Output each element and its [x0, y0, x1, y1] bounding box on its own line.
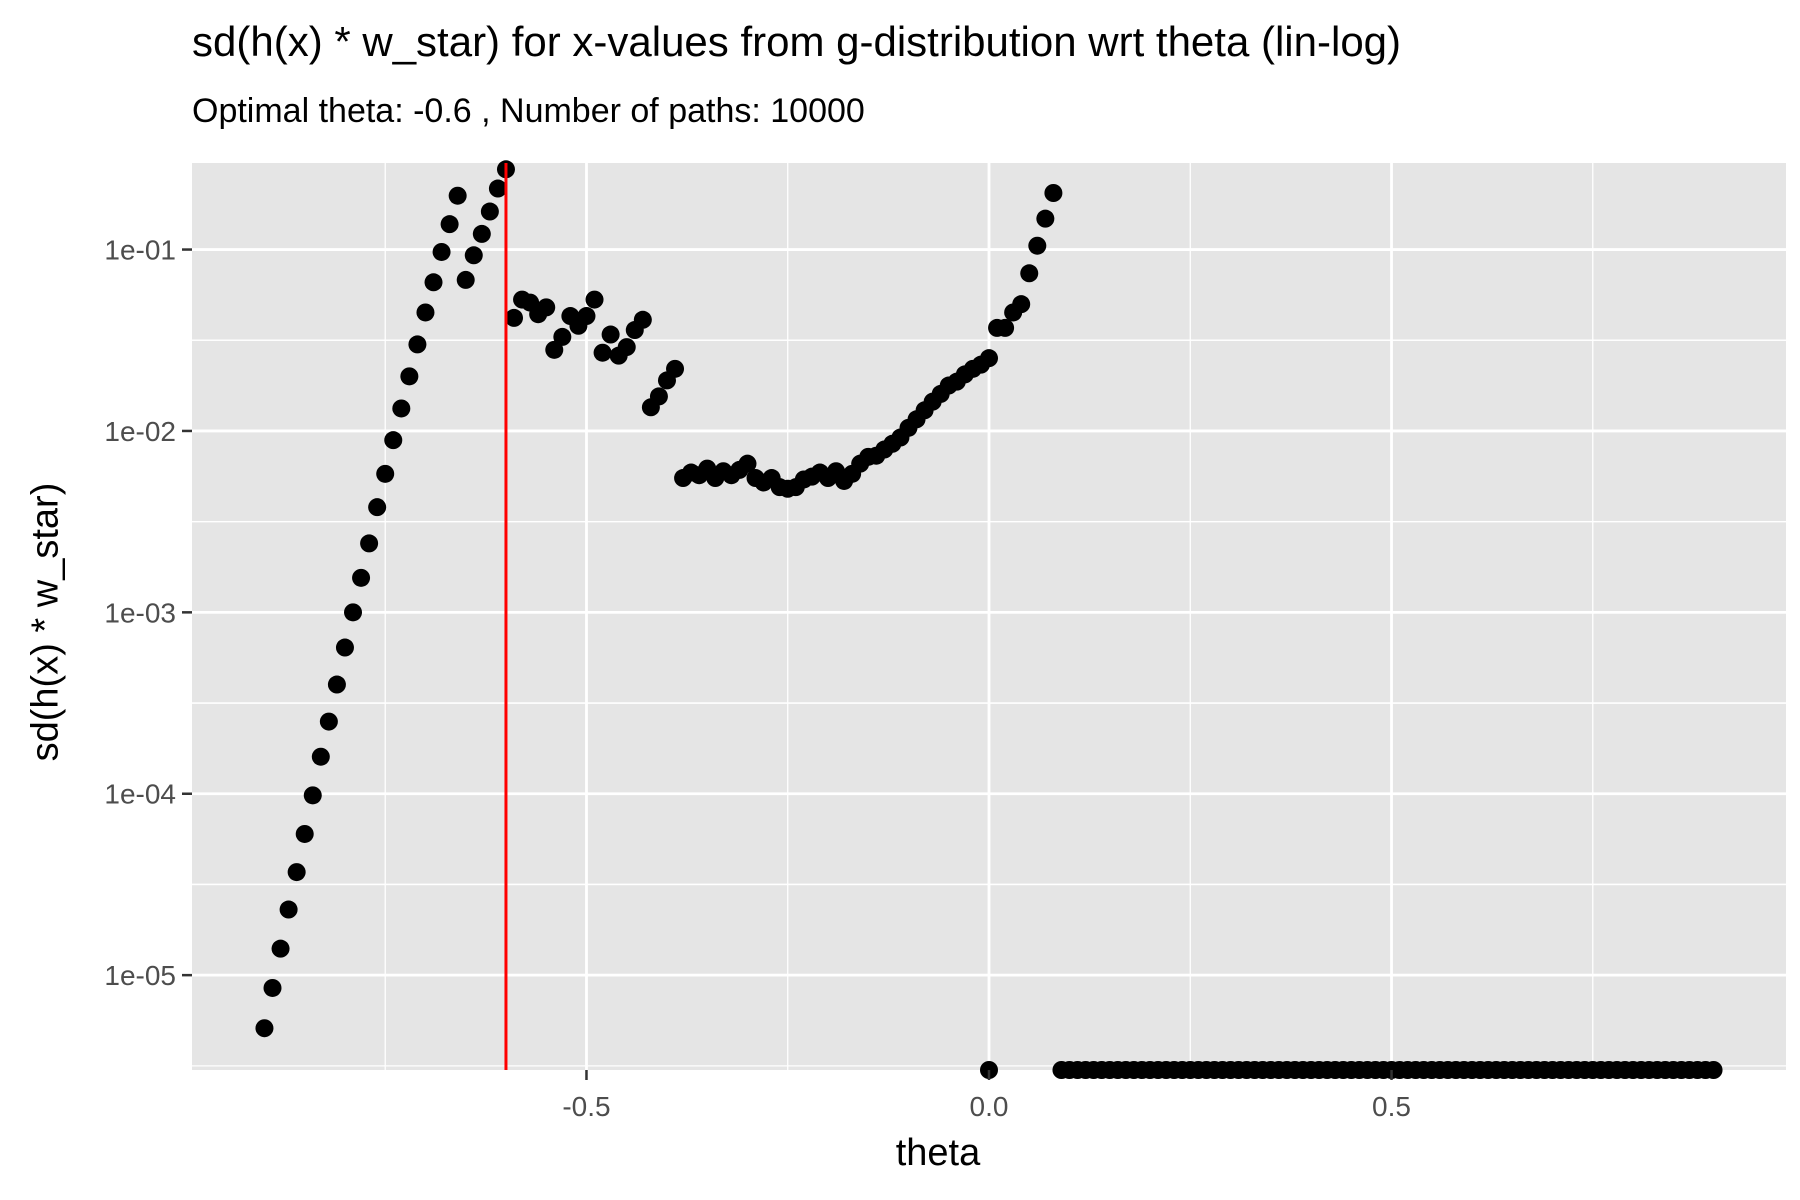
data-point — [392, 399, 411, 418]
data-point — [585, 290, 604, 309]
data-point — [376, 464, 395, 483]
data-point — [352, 568, 371, 587]
data-point — [537, 298, 556, 317]
data-points — [255, 160, 1723, 1079]
data-point — [505, 308, 524, 327]
data-point — [344, 603, 363, 622]
chart-title: sd(h(x) * w_star) for x-values from g-di… — [192, 18, 1402, 65]
chart-subtitle: Optimal theta: -0.6 , Number of paths: 1… — [192, 92, 865, 130]
data-point — [593, 343, 612, 362]
data-point — [255, 1019, 274, 1038]
data-point — [649, 387, 668, 406]
data-point — [480, 202, 499, 221]
data-point — [448, 186, 467, 205]
data-point — [633, 310, 652, 329]
x-tick-label: -0.5 — [562, 1091, 610, 1122]
data-point — [424, 273, 443, 292]
data-point — [327, 675, 346, 694]
data-point — [666, 359, 685, 378]
data-point — [287, 863, 306, 882]
data-point — [1020, 264, 1039, 283]
data-point — [263, 978, 282, 997]
data-point — [996, 318, 1015, 337]
data-point — [319, 712, 338, 731]
x-tick-label: 0.5 — [1372, 1091, 1411, 1122]
data-point — [1044, 183, 1063, 202]
y-tick-label: 1e-02 — [104, 416, 176, 447]
data-point — [1028, 236, 1047, 255]
data-point — [472, 224, 491, 243]
axis-ticks — [182, 248, 1393, 1080]
data-point — [601, 325, 620, 344]
data-point — [1012, 295, 1031, 314]
data-point — [617, 338, 636, 357]
data-point — [408, 335, 427, 354]
y-tick-label: 1e-04 — [104, 779, 176, 810]
data-point — [432, 242, 451, 261]
data-point — [416, 303, 435, 322]
data-point — [311, 747, 330, 766]
data-point — [553, 327, 572, 346]
y-tick-label: 1e-05 — [104, 960, 176, 991]
y-tick-label: 1e-01 — [104, 235, 176, 266]
data-point — [295, 824, 314, 843]
data-point — [577, 307, 596, 326]
data-point — [271, 939, 290, 958]
data-point — [303, 786, 322, 805]
major-gridlines — [192, 163, 1786, 1070]
data-point — [360, 534, 379, 553]
data-point — [464, 246, 483, 265]
data-point — [488, 179, 507, 198]
data-point — [456, 270, 475, 289]
data-point — [335, 638, 354, 657]
data-point — [279, 900, 298, 919]
data-point — [440, 215, 459, 234]
data-point — [384, 431, 403, 450]
y-axis-label: sd(h(x) * w_star) — [24, 482, 67, 762]
data-point — [545, 340, 564, 359]
data-point — [980, 349, 998, 368]
data-point — [1704, 1061, 1723, 1079]
data-point — [1036, 209, 1055, 228]
data-point — [368, 498, 387, 517]
data-point — [400, 367, 419, 386]
tick-labels: -0.5 0.0 0.5 1e-05 1e-04 1e-03 1e-02 1e-01 — [104, 235, 1411, 1122]
y-tick-label: 1e-03 — [104, 597, 176, 628]
x-tick-label: 0.0 — [970, 1091, 1009, 1122]
data-point — [738, 454, 757, 473]
x-axis-label: theta — [895, 1132, 981, 1174]
